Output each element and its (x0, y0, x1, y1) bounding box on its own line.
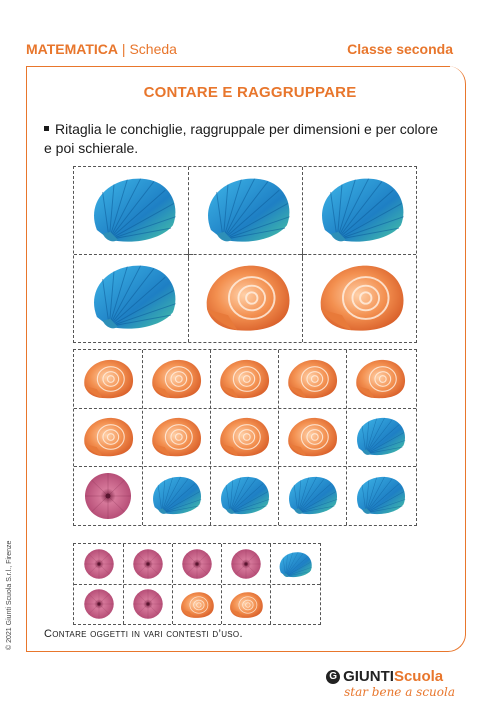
logo-brand: G GIUNTIScuola (326, 668, 455, 685)
logo-g-icon: G (326, 670, 341, 685)
cut-cross-icon (184, 250, 193, 259)
cut-line (346, 350, 347, 525)
cutout-grid-large (73, 166, 417, 343)
copyright-text: © 2021 Giunti Scuola S.r.l., Firenze (6, 540, 13, 650)
cut-line (142, 350, 143, 525)
orange-shell-medium[interactable] (284, 414, 340, 460)
frame-top-line (26, 66, 450, 67)
cut-line (270, 544, 271, 624)
footer-note: Contare oggetti in vari contesti d’uso. (44, 628, 243, 640)
cut-line (74, 408, 416, 409)
instruction: Ritaglia le conchiglie, raggruppale per … (44, 120, 444, 158)
cut-line (172, 544, 173, 624)
bullet-icon (44, 125, 49, 131)
cut-line (74, 584, 320, 585)
header-separator: | (121, 41, 126, 57)
cut-line (74, 254, 416, 255)
logo-brand-text-2: Scuola (393, 668, 444, 685)
blue-shell-medium[interactable] (216, 473, 272, 519)
cutout-grid-small (73, 543, 321, 625)
orange-shell-large[interactable] (312, 260, 410, 336)
cut-cross-icon (298, 250, 307, 259)
cut-line (123, 544, 124, 624)
page-frame (26, 66, 466, 652)
header-left: MATEMATICA | Scheda (26, 41, 177, 57)
pink-urchin-small[interactable] (230, 548, 262, 580)
blue-shell-small[interactable] (276, 550, 314, 580)
orange-shell-medium[interactable] (148, 414, 204, 460)
cut-line (210, 350, 211, 525)
pink-urchin-small[interactable] (83, 588, 115, 620)
orange-shell-medium[interactable] (352, 356, 408, 402)
blue-shell-large[interactable] (198, 173, 296, 249)
cut-line (221, 544, 222, 624)
orange-shell-medium[interactable] (216, 414, 272, 460)
grade-label: Classe seconda (347, 41, 453, 57)
instruction-text: Ritaglia le conchiglie, raggruppale per … (44, 121, 438, 156)
orange-shell-medium[interactable] (284, 356, 340, 402)
subject-label: MATEMATICA (26, 41, 119, 57)
pink-urchin-small[interactable] (132, 548, 164, 580)
orange-shell-medium[interactable] (216, 356, 272, 402)
orange-shell-medium[interactable] (80, 414, 136, 460)
orange-shell-medium[interactable] (80, 356, 136, 402)
blue-shell-large[interactable] (312, 173, 410, 249)
orange-shell-small[interactable] (178, 590, 216, 620)
orange-shell-large[interactable] (198, 260, 296, 336)
logo-tagline: star bene a scuola (344, 685, 455, 699)
pink-urchin-medium[interactable] (82, 471, 134, 521)
blue-shell-medium[interactable] (352, 473, 408, 519)
sheet-label: Scheda (129, 41, 177, 57)
blue-shell-medium[interactable] (148, 473, 204, 519)
cutout-grid-medium (73, 349, 417, 526)
pink-urchin-small[interactable] (83, 548, 115, 580)
publisher-logo: G GIUNTIScuola star bene a scuola (326, 668, 455, 699)
page-title: CONTARE E RAGGRUPPARE (143, 84, 357, 101)
orange-shell-small[interactable] (227, 590, 265, 620)
cut-line (278, 350, 279, 525)
frame-left-line (26, 66, 27, 652)
blue-shell-large[interactable] (84, 260, 182, 336)
pink-urchin-small[interactable] (181, 548, 213, 580)
pink-urchin-small[interactable] (132, 588, 164, 620)
blue-shell-medium[interactable] (284, 473, 340, 519)
blue-shell-large[interactable] (84, 173, 182, 249)
logo-brand-text: GIUNTI (343, 668, 394, 685)
cut-line (74, 466, 416, 467)
orange-shell-medium[interactable] (148, 356, 204, 402)
blue-shell-medium[interactable] (352, 414, 408, 460)
